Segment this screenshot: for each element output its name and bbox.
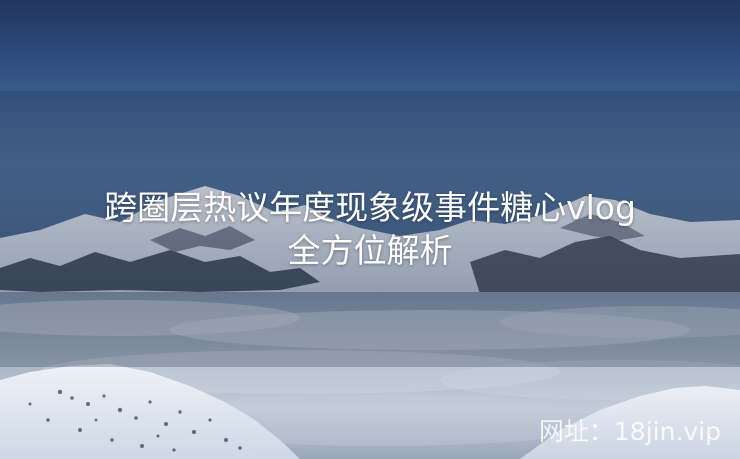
- headline-line-2: 全方位解析: [287, 231, 453, 270]
- foreground-slope-left: [0, 364, 300, 459]
- foreground-slope-right: [520, 386, 740, 459]
- site-watermark: 网址：18jin.vip: [538, 417, 721, 446]
- rock-ridge-detail: [150, 226, 255, 252]
- headline-line-1: 跨圈层热议年度现象级事件糖心vlog: [104, 188, 636, 227]
- rock-shadow-right: [470, 236, 740, 296]
- rock-ridge-detail-2: [560, 214, 645, 240]
- foreground-trees: [28, 389, 242, 452]
- headline-title: 跨圈层热议年度现象级事件糖心vlog 全方位解析: [0, 186, 740, 272]
- rock-shadow-left: [0, 250, 320, 292]
- title-overlay-band: [0, 91, 740, 367]
